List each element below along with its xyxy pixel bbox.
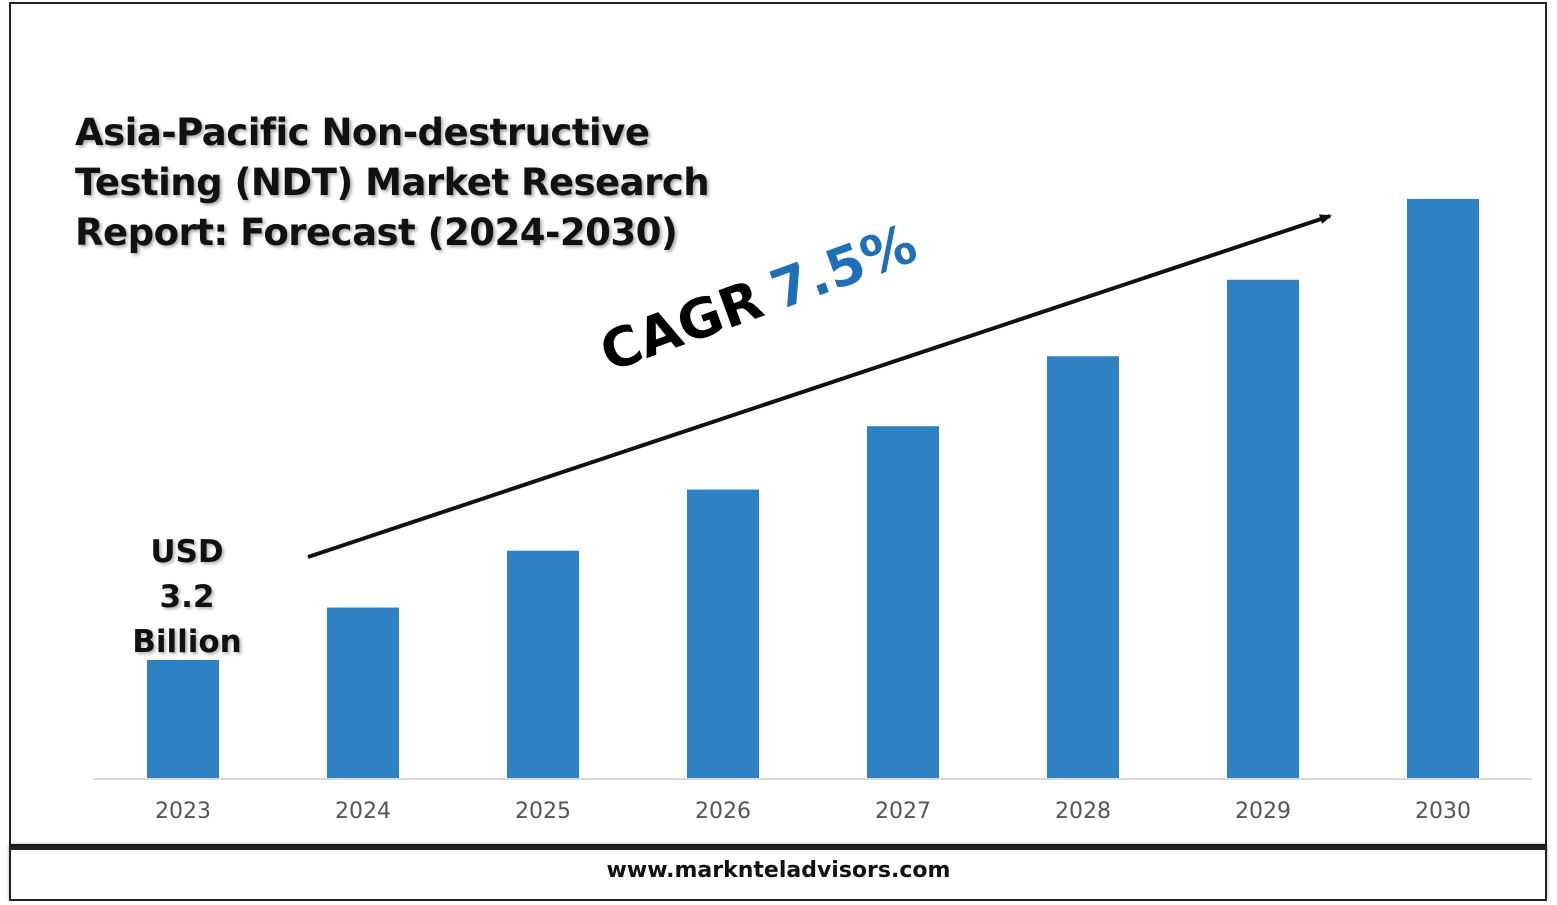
bar-2028 (1047, 356, 1119, 779)
base-value-annotation: USD 3.2 Billion (112, 530, 262, 665)
footer-website-link[interactable]: www.marknteladvisors.com (606, 858, 951, 883)
bar-2025 (507, 550, 579, 779)
x-tick-2026: 2026 (695, 799, 751, 824)
usd-value: 3.2 (159, 579, 215, 615)
bar-2026 (687, 489, 759, 779)
footer-bar (9, 846, 1547, 901)
x-tick-2030: 2030 (1415, 799, 1471, 824)
bar-2023 (147, 660, 219, 779)
bars-group (147, 198, 1479, 780)
x-tick-2027: 2027 (875, 799, 931, 824)
x-tick-labels: 2023 2024 2025 2026 2027 2028 2029 2030 (155, 799, 1471, 824)
x-tick-2029: 2029 (1235, 799, 1291, 824)
bar-2027 (867, 426, 939, 779)
bar-2029 (1227, 279, 1299, 779)
x-tick-2024: 2024 (335, 799, 391, 824)
usd-label: USD (150, 534, 224, 570)
usd-unit: Billion (132, 624, 242, 660)
x-tick-2023: 2023 (155, 799, 211, 824)
bar-2030 (1407, 198, 1479, 780)
growth-arrow (307, 214, 1332, 559)
bar-2024 (327, 607, 399, 779)
x-tick-2025: 2025 (515, 799, 571, 824)
chart-title: Asia-Pacific Non-destructive Testing (ND… (75, 111, 710, 254)
x-tick-2028: 2028 (1055, 799, 1111, 824)
